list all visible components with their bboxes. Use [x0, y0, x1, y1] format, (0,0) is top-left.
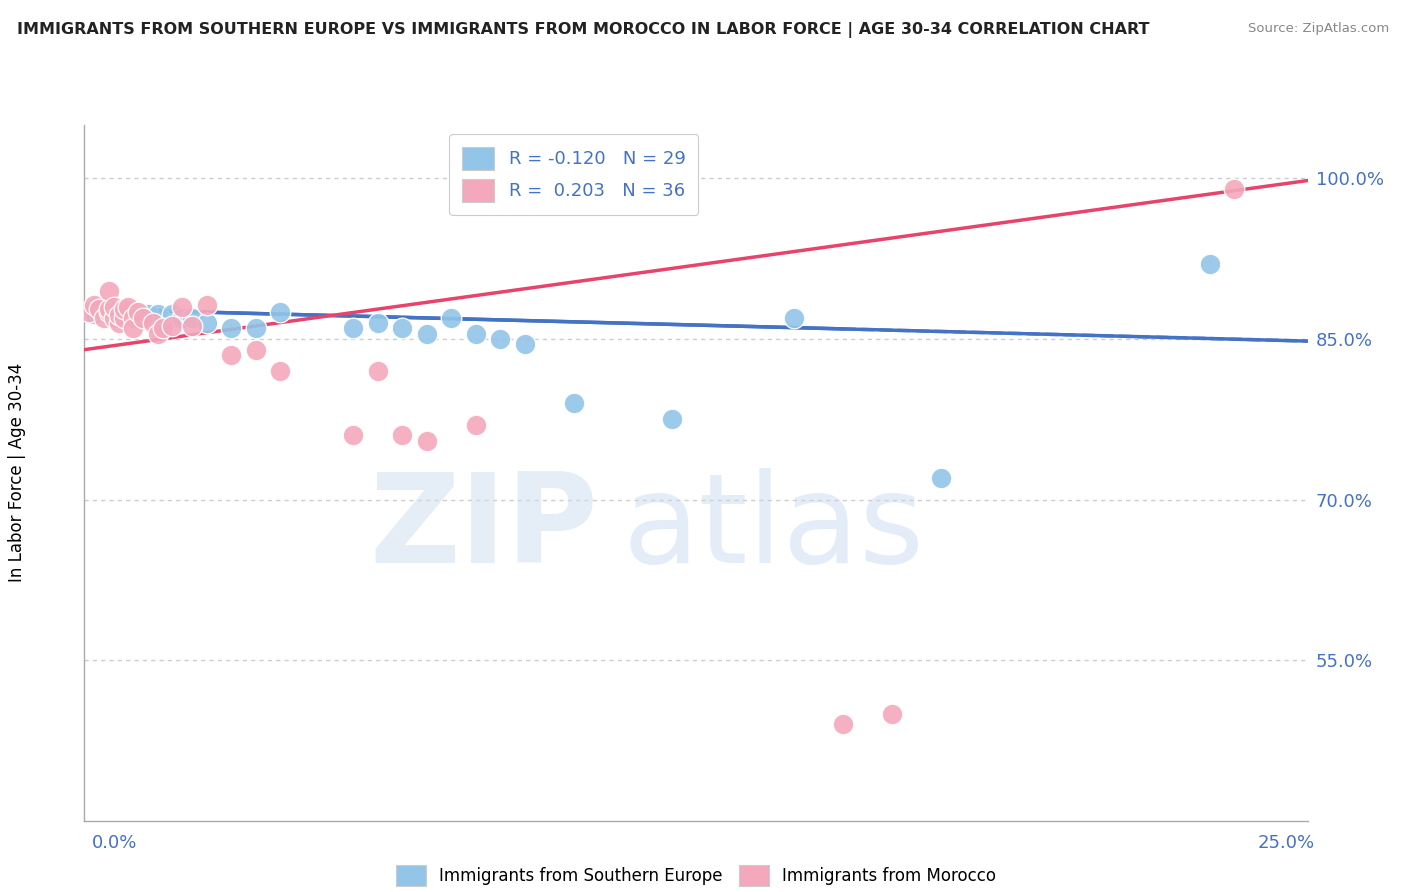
Point [162, 319, 184, 334]
Legend: Immigrants from Southern Europe, Immigrants from Morocco: Immigrants from Southern Europe, Immigra… [389, 859, 1002, 892]
Point [127, 305, 149, 319]
Point [83, 298, 105, 312]
Point [97, 307, 120, 321]
Point [107, 316, 129, 330]
Point [136, 307, 159, 321]
Point [112, 310, 135, 325]
Text: ZIP: ZIP [370, 468, 598, 589]
Point [103, 310, 125, 325]
Text: atlas: atlas [623, 468, 925, 589]
Point [172, 310, 194, 325]
Point [181, 319, 204, 334]
Point [880, 706, 903, 721]
Point [440, 310, 463, 325]
Point [245, 321, 267, 335]
Point [269, 364, 291, 378]
Point [83, 307, 105, 321]
Point [269, 305, 291, 319]
Text: 25.0%: 25.0% [1257, 834, 1315, 852]
Point [831, 717, 853, 731]
Point [107, 309, 129, 323]
Point [219, 348, 242, 362]
Point [87, 301, 110, 316]
Point [122, 307, 145, 321]
Point [391, 321, 413, 335]
Point [367, 364, 389, 378]
Point [112, 301, 135, 316]
Point [342, 321, 364, 335]
Point [132, 307, 155, 321]
Point [117, 300, 139, 314]
Point [97, 305, 120, 319]
Point [367, 316, 389, 330]
Point [107, 307, 129, 321]
Point [152, 321, 174, 335]
Point [132, 310, 155, 325]
Point [416, 326, 439, 341]
Point [162, 307, 184, 321]
Point [342, 428, 364, 442]
Point [122, 321, 145, 335]
Point [146, 326, 169, 341]
Point [117, 307, 139, 321]
Point [142, 316, 165, 330]
Point [783, 310, 806, 325]
Point [195, 316, 218, 330]
Text: In Labor Force | Age 30-34: In Labor Force | Age 30-34 [8, 363, 27, 582]
Point [97, 284, 120, 298]
Point [146, 307, 169, 321]
Text: IMMIGRANTS FROM SOUTHERN EUROPE VS IMMIGRANTS FROM MOROCCO IN LABOR FORCE | AGE : IMMIGRANTS FROM SOUTHERN EUROPE VS IMMIG… [17, 22, 1149, 38]
Point [195, 298, 218, 312]
Point [661, 412, 683, 426]
Point [97, 301, 120, 316]
Point [172, 300, 194, 314]
Point [513, 337, 536, 351]
Point [245, 343, 267, 357]
Point [464, 417, 486, 432]
Point [112, 307, 135, 321]
Text: Source: ZipAtlas.com: Source: ZipAtlas.com [1249, 22, 1389, 36]
Point [464, 326, 486, 341]
Point [1223, 182, 1246, 196]
Point [929, 471, 952, 485]
Point [219, 321, 242, 335]
Point [181, 310, 204, 325]
Point [391, 428, 413, 442]
Point [122, 310, 145, 325]
Text: 0.0%: 0.0% [91, 834, 136, 852]
Point [489, 332, 512, 346]
Point [77, 305, 100, 319]
Point [562, 396, 585, 410]
Point [1198, 257, 1220, 271]
Point [416, 434, 439, 448]
Point [93, 310, 115, 325]
Point [103, 300, 125, 314]
